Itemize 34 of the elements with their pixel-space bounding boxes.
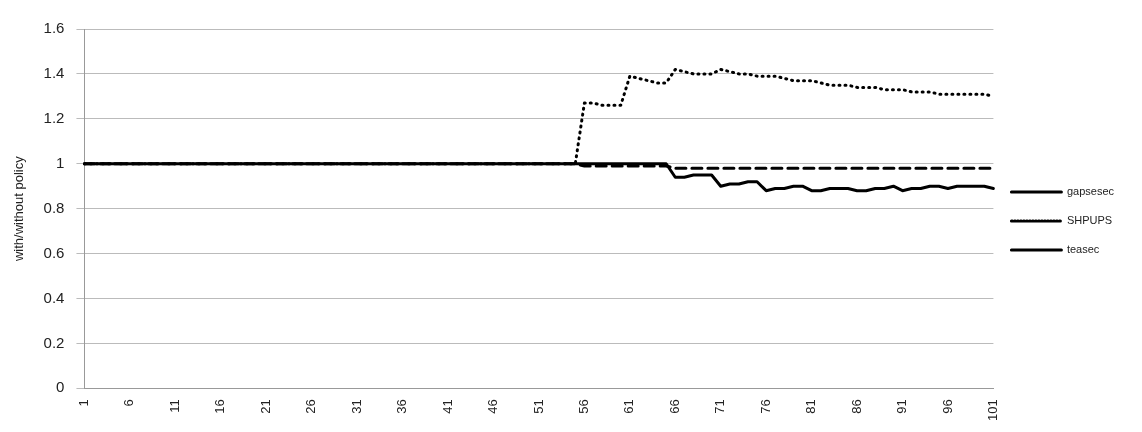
y-tick-label: 0.6 [43,243,65,261]
x-tick-label: 66 [666,399,682,414]
x-tick-label: 61 [621,399,637,414]
y-tick-label: 0.4 [43,288,65,306]
y-tick-label: 1.6 [43,19,65,37]
x-tick-label: 6 [121,399,137,407]
y-tick-label: 1.2 [43,108,65,126]
x-tick-label: 51 [530,399,546,414]
x-tick-label: 81 [803,399,819,414]
y-axis-title: with/without policy [11,155,27,263]
x-tick-label: 11 [166,399,182,413]
x-tick-label: 36 [394,399,410,414]
x-tick-label: 46 [485,399,501,414]
x-tick-label: 86 [848,399,864,414]
y-tick-label: 1.4 [43,64,65,82]
y-tick-label: 0.8 [43,198,65,216]
x-tick-label: 91 [894,399,910,414]
x-tick-label: 16 [212,399,228,414]
legend-label: SHPUPS [1066,214,1113,227]
x-tick-label: 41 [439,399,455,414]
legend-label: teasec [1066,243,1100,256]
x-tick-label: 76 [757,399,773,414]
x-tick-label: 21 [257,399,273,414]
x-tick-label: 31 [348,399,364,414]
y-tick-label: 0 [56,378,65,396]
x-tick-label: 96 [939,399,955,414]
legend-label: gapsesec [1066,185,1115,198]
x-tick-label: 26 [303,399,319,414]
y-tick-label: 1 [56,153,65,171]
x-tick-label: 71 [712,399,728,414]
y-tick-label: 0.2 [43,333,65,351]
x-tick-label: 101 [984,399,1000,422]
x-tick-label: 1 [76,399,92,407]
x-tick-label: 56 [575,399,591,414]
